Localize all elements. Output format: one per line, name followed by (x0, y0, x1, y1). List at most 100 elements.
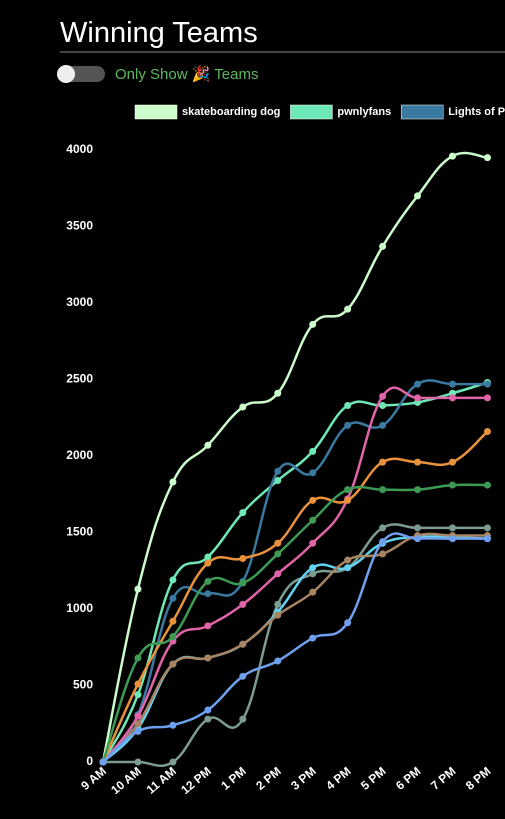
data-point (309, 588, 317, 596)
data-point (274, 570, 282, 578)
data-point (483, 535, 491, 543)
data-point (274, 611, 282, 619)
data-point (379, 421, 387, 429)
x-tick-label: 5 PM (358, 764, 388, 793)
data-point (414, 524, 422, 532)
data-point (414, 192, 422, 200)
x-tick-label: 7 PM (428, 764, 458, 793)
data-point (204, 706, 212, 714)
data-point (483, 428, 491, 436)
series-line (101, 483, 488, 763)
data-point (274, 476, 282, 484)
x-tick-label: 10 AM (108, 764, 144, 797)
data-point (169, 576, 177, 584)
data-point (344, 402, 352, 410)
data-point (414, 458, 422, 466)
data-point (483, 380, 491, 388)
data-point (274, 467, 282, 475)
data-point (204, 590, 212, 598)
data-point (379, 550, 387, 558)
legend-label: skateboarding dog (182, 106, 280, 118)
data-point (239, 640, 247, 648)
data-point (274, 600, 282, 608)
data-point (309, 634, 317, 642)
data-point (344, 421, 352, 429)
series-line (101, 151, 488, 763)
legend-swatch (400, 104, 444, 120)
data-point (483, 154, 491, 162)
data-point (309, 496, 317, 504)
data-point (414, 380, 422, 388)
legend-label: Lights of Pi (448, 106, 505, 118)
data-point (344, 564, 352, 572)
data-point (239, 555, 247, 563)
legend-label: pwnlyfans (337, 106, 391, 118)
data-point (169, 660, 177, 668)
data-point (483, 394, 491, 402)
x-tick-label: 12 PM (178, 764, 214, 797)
y-tick-label: 0 (86, 754, 93, 768)
data-point (379, 458, 387, 466)
page-title: Winning Teams (60, 17, 258, 49)
data-point (204, 622, 212, 630)
data-point (204, 715, 212, 723)
data-point (309, 447, 317, 455)
data-point (134, 585, 142, 593)
data-point (379, 486, 387, 494)
chart: 0 500 1000 1500 2000 2500 3000 3500 4000 9 AM 10 A… (66, 104, 505, 797)
y-tick-label: 1000 (66, 601, 93, 615)
y-tick-label: 3500 (66, 219, 93, 233)
x-tick-label: 9 AM (78, 764, 109, 793)
data-point (239, 600, 247, 608)
x-tick-label: 3 PM (288, 764, 318, 793)
data-point (379, 242, 387, 250)
y-tick-label: 4000 (66, 142, 93, 156)
x-tick-label: 1 PM (218, 764, 248, 793)
data-point (449, 394, 456, 402)
data-point (344, 556, 352, 564)
series-line (101, 430, 489, 763)
series-line (101, 381, 488, 763)
data-point (169, 721, 177, 729)
data-point (309, 564, 317, 572)
y-tick-label: 2000 (66, 448, 93, 462)
data-point (344, 486, 352, 494)
data-point (134, 712, 142, 720)
data-point (204, 559, 212, 567)
data-point (169, 758, 177, 766)
data-point (414, 535, 422, 543)
data-point (274, 550, 282, 558)
legend-swatch (134, 104, 178, 120)
data-point (239, 403, 247, 411)
legend-swatch (290, 104, 333, 120)
data-point (239, 509, 247, 517)
y-tick-label: 1500 (66, 525, 93, 539)
x-tick-label: 4 PM (323, 764, 353, 793)
data-point (309, 539, 317, 547)
data-point (134, 758, 142, 766)
series-line (102, 532, 488, 763)
data-point (449, 380, 456, 388)
data-point (483, 481, 491, 489)
toggle[interactable] (57, 65, 105, 83)
data-point (449, 152, 456, 160)
data-point (309, 570, 317, 578)
data-point (379, 538, 387, 546)
toggle-knob[interactable] (57, 65, 75, 83)
data-point (204, 577, 212, 585)
data-point (169, 478, 177, 486)
data-point (239, 672, 247, 680)
data-point (379, 524, 387, 532)
data-point (169, 633, 177, 641)
series-line (101, 379, 488, 763)
data-point (134, 654, 142, 662)
data-point (274, 657, 282, 665)
data-point (309, 469, 317, 477)
data-point (169, 617, 177, 625)
data-point (134, 680, 142, 688)
data-point (449, 481, 456, 489)
data-point (134, 720, 142, 728)
data-point (204, 553, 212, 561)
